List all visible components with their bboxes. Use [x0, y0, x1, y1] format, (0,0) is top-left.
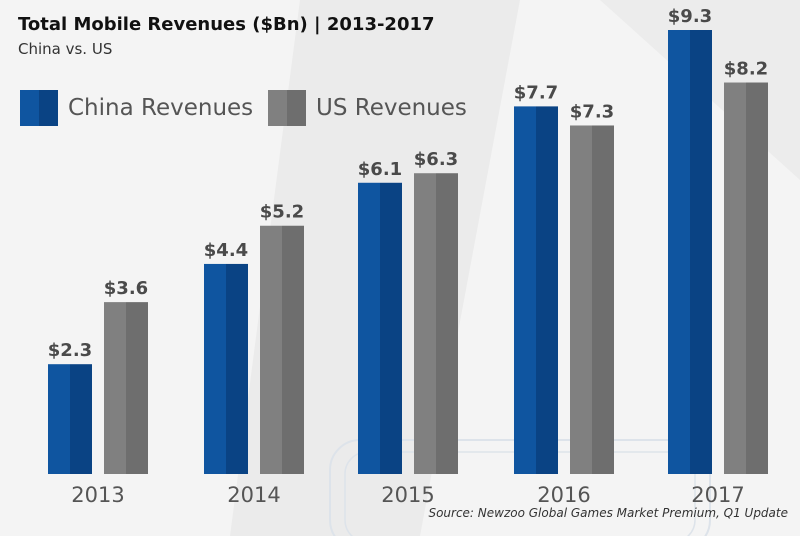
legend-item-us: US Revenues	[268, 90, 467, 126]
legend-swatch-us	[268, 90, 306, 126]
data-label-china-2015: $6.1	[358, 159, 402, 180]
chart-title: Total Mobile Revenues ($Bn) | 2013-2017	[18, 14, 435, 35]
x-tick-label-2015: 2015	[381, 483, 434, 507]
bar-us-2015	[414, 173, 458, 474]
chart-subtitle: China vs. US	[18, 40, 113, 58]
bar-us-2017	[724, 82, 768, 475]
data-label-us-2015: $6.3	[414, 149, 458, 170]
bar-china-2013	[48, 364, 92, 474]
source-note: Source: Newzoo Global Games Market Premi…	[428, 506, 788, 520]
legend-item-china: China Revenues	[20, 90, 253, 126]
legend-label-china: China Revenues	[68, 95, 254, 121]
data-label-us-2017: $8.2	[724, 59, 768, 80]
data-label-china-2016: $7.7	[514, 82, 558, 103]
data-label-us-2016: $7.3	[570, 101, 614, 122]
bar-us-2014	[260, 225, 304, 474]
bar-china-2017	[668, 30, 712, 474]
bar-china-2015	[358, 182, 402, 474]
legend-label-us: US Revenues	[316, 95, 467, 121]
bar-us-2013	[104, 302, 148, 474]
x-tick-label-2014: 2014	[227, 483, 280, 507]
data-label-us-2014: $5.2	[260, 202, 304, 223]
legend-swatch-china	[20, 90, 58, 126]
x-tick-label-2017: 2017	[691, 483, 744, 507]
bar-china-2016	[514, 106, 558, 475]
data-label-us-2013: $3.6	[104, 278, 148, 299]
data-label-china-2017: $9.3	[668, 6, 712, 27]
data-label-china-2014: $4.4	[204, 240, 248, 261]
bar-us-2016	[570, 125, 614, 474]
x-tick-label-2013: 2013	[71, 483, 124, 507]
x-tick-label-2016: 2016	[537, 483, 590, 507]
data-label-china-2013: $2.3	[48, 340, 92, 361]
bar-china-2014	[204, 263, 248, 474]
